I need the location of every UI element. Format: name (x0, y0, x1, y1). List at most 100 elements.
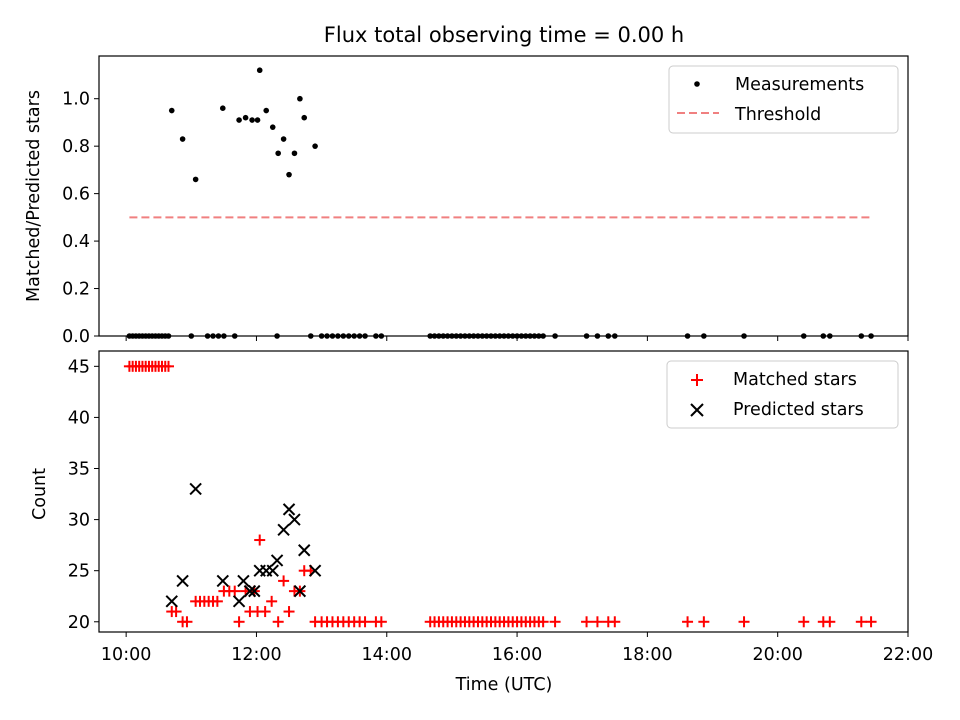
measurement-point (168, 107, 175, 114)
measurement-point (291, 150, 298, 157)
measurement-point (274, 333, 280, 339)
matched-star-point (798, 616, 810, 628)
top-ytick-label: 1.0 (62, 90, 90, 110)
bottom-xtick-label: 20:00 (752, 645, 802, 665)
matched-star-point (162, 360, 174, 372)
measurement-point (275, 150, 281, 157)
top-legend-frame (668, 65, 899, 134)
bottom-plot-frame (98, 350, 909, 633)
measurement-point (263, 107, 270, 114)
matched-star-point (266, 595, 278, 607)
top-series (126, 67, 874, 339)
measurement-point (470, 333, 477, 339)
matched-star-point (211, 595, 223, 607)
matched-star-point (170, 606, 182, 618)
measurement-point (535, 333, 542, 339)
bottom-y-ticks: 20 25 30 35 40 45 (68, 357, 99, 633)
top-legend: Measurements Threshold (668, 65, 899, 134)
top-y-ticks: 0.0 0.2 0.4 0.6 0.8 1.0 (62, 90, 99, 347)
measurement-point (827, 333, 833, 339)
matched-star-point (537, 616, 549, 628)
measurement-point (318, 333, 325, 339)
matched-star-point (609, 616, 621, 628)
measurement-point (236, 117, 242, 123)
bottom-y-axis-label: Count (30, 468, 50, 520)
bottom-ytick-label: 35 (68, 460, 90, 480)
predicted-star-point (270, 554, 284, 567)
bottom-xtick-label: 18:00 (622, 645, 672, 665)
bottom-ytick-label: 40 (68, 408, 90, 428)
matched-star-point (181, 616, 193, 628)
bottom-xtick-label: 10:00 (101, 645, 151, 665)
measurement-point (684, 333, 691, 339)
measurement-point (254, 117, 261, 123)
bottom-ytick-label: 20 (68, 613, 90, 633)
measurement-point (242, 114, 249, 121)
measurement-point (514, 333, 520, 339)
top-ytick-label: 0.2 (62, 280, 90, 300)
matched-star-point (855, 616, 867, 628)
measurement-point (701, 333, 707, 339)
measurement-point (340, 333, 347, 339)
bottom-xtick-label: 22:00 (883, 645, 933, 665)
measurement-point (436, 333, 442, 339)
measurement-point (312, 143, 318, 149)
measurement-point (479, 333, 486, 339)
matched-star-point (824, 616, 836, 628)
chart-title: Flux total observing time = 0.00 h (324, 23, 684, 47)
measurement-point (256, 67, 263, 74)
measurement-point (269, 124, 276, 130)
legend-predicted-marker (690, 403, 704, 417)
predicted-star-point (216, 574, 230, 588)
measurement-point (427, 333, 434, 339)
bottom-panel: Count Time (UTC) 20 25 30 35 40 45 10:00 12:00… (30, 350, 933, 695)
matched-star-point (375, 616, 387, 628)
measurement-point (356, 333, 363, 339)
measurement-point (488, 333, 494, 339)
measurement-point (527, 333, 533, 339)
measurement-point (444, 333, 451, 339)
measurement-point (179, 136, 186, 142)
measurement-point (612, 333, 618, 339)
measurement-point (594, 333, 601, 339)
matched-star-point (682, 616, 694, 628)
measurement-point (605, 333, 612, 339)
measurement-point (286, 171, 292, 178)
measurement-point (496, 333, 503, 339)
top-y-axis-label: Matched/Predicted stars (24, 90, 44, 302)
measurement-point (466, 333, 473, 339)
legend-measurements-marker (694, 81, 700, 87)
predicted-star-point (237, 574, 250, 588)
measurement-point (868, 333, 874, 339)
matched-star-point (581, 616, 593, 628)
measurement-point (329, 333, 336, 339)
measurement-point (741, 333, 747, 339)
measurement-point (501, 333, 507, 339)
top-ytick-label: 0.8 (62, 137, 90, 157)
bottom-xtick-label: 16:00 (492, 645, 542, 665)
measurement-point (188, 333, 195, 339)
predicted-star-point (288, 513, 301, 526)
bottom-legend: Matched stars Predicted stars (666, 360, 899, 429)
predicted-star-point (293, 584, 307, 598)
top-ytick-label: 0.4 (62, 232, 90, 252)
measurement-point (552, 333, 558, 339)
predicted-star-point (176, 574, 189, 588)
matched-star-point (229, 585, 241, 597)
legend-predicted-label: Predicted stars (733, 400, 864, 420)
predicted-star-point (248, 584, 261, 598)
measurement-point (362, 333, 368, 339)
matched-star-point (283, 606, 295, 618)
predicted-star-point (277, 523, 290, 537)
predicted-star-point (298, 544, 311, 557)
predicted-star-point (308, 564, 322, 577)
measurement-point (378, 333, 385, 339)
matched-star-point (359, 616, 371, 628)
bottom-ytick-label: 45 (68, 357, 90, 377)
top-panel: Flux total observing time = 0.00 h Match… (24, 23, 909, 347)
bottom-x-ticks: 10:00 12:00 14:00 16:00 18:00 20:00 22:00 (101, 632, 933, 665)
matched-star-point (865, 616, 877, 628)
bottom-legend-frame (666, 360, 899, 429)
legend-matched-label: Matched stars (733, 370, 857, 390)
